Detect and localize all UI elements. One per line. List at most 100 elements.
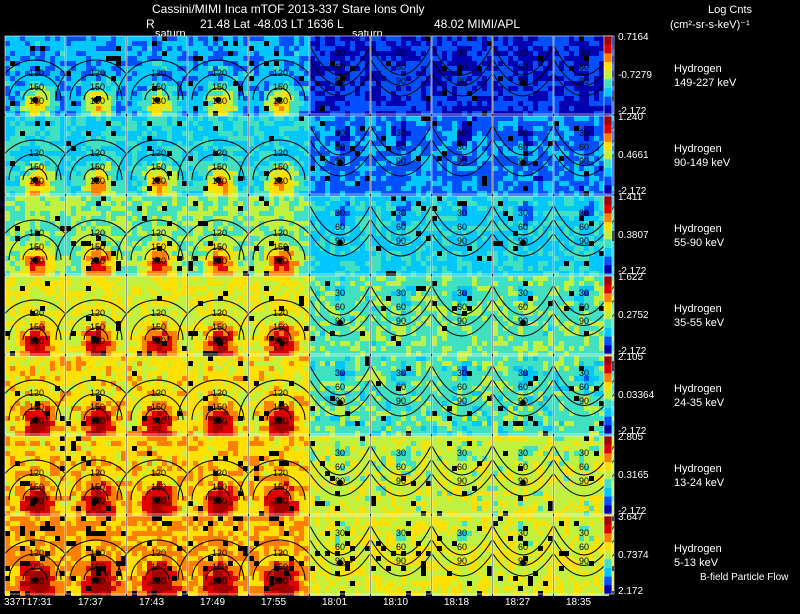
contour-label: 180 [212,96,227,106]
contour-label: 180 [90,496,105,506]
species-label: Hydrogen [674,542,722,556]
contour-label: 150 [212,482,227,492]
contour-label: 180 [151,96,166,106]
contour-label: 90 [335,396,345,406]
contour-label: 60 [396,462,406,472]
contour-label: 90 [396,476,406,486]
contour-label: 150 [29,482,44,492]
energy-label: 35-55 keV [674,316,724,330]
contour-label: 60 [518,542,528,552]
energy-label: 90-149 keV [674,156,730,170]
colorbar-mid-label: 0.3807 [618,230,649,241]
contour-label: 60 [579,542,589,552]
contour-label: 150 [212,82,227,92]
colorbar-mid-label: 0.7374 [618,550,649,561]
contour-label: 30 [518,208,528,218]
contour-label: 60 [518,62,528,72]
contour-label: 150 [212,322,227,332]
contour-label: 30 [396,48,406,58]
contour-label: 90 [579,396,589,406]
energy-label: 149-227 keV [674,76,736,90]
contour-label: 150 [29,162,44,172]
contour-label: 90 [335,316,345,326]
species-label: Hydrogen [674,382,722,396]
contour-label: 30 [457,448,467,458]
contour-label: 150 [273,402,288,412]
contour-label: 60 [579,142,589,152]
contour-label: 120 [29,68,44,78]
contour-label: 30 [518,128,528,138]
colorbar-mid-label: 0.4661 [618,150,649,161]
contour-label: 30 [335,128,345,138]
contour-label: 120 [151,308,166,318]
contour-label: 30 [335,528,345,538]
contour-label: 180 [151,416,166,426]
contour-label: 120 [29,388,44,398]
contour-label: 60 [457,542,467,552]
contour-label: 120 [90,308,105,318]
contour-label: 180 [273,496,288,506]
contour-label: 30 [518,368,528,378]
contour-label: 150 [212,402,227,412]
contour-label: 150 [273,162,288,172]
contour-label: 150 [151,562,166,572]
contour-label: 120 [90,388,105,398]
panel-r0-c2: 180 150 120 [117,36,197,116]
contour-label: 120 [273,228,288,238]
contour-label: 90 [518,316,528,326]
contour-label: 90 [457,316,467,326]
contour-label: 60 [335,62,345,72]
contour-label: 90 [579,156,589,166]
contour-label: 180 [90,96,105,106]
contour-label: 120 [212,148,227,158]
contour-label: 180 [212,576,227,586]
contour-label: 30 [396,448,406,458]
contour-label: 60 [518,222,528,232]
colorbar-max-label: 0.7164 [618,32,649,43]
contour-label: 120 [151,548,166,558]
contour-label: 150 [151,82,166,92]
contour-label: 90 [457,156,467,166]
contour-label: 180 [273,96,288,106]
contour-label: 180 [90,256,105,266]
contour-label: 120 [151,468,166,478]
contour-label: 60 [457,462,467,472]
colorbar-max-label: 3.647 [618,512,643,523]
contour-label: 30 [579,48,589,58]
colorbar-max-label: 1.411 [618,192,642,203]
colorbar-r0 [604,36,612,115]
contour-label: 60 [579,62,589,72]
contour-label: 150 [273,482,288,492]
contour-label: 180 [151,496,166,506]
colorbar-r2 [604,196,612,275]
contour-label: 120 [151,228,166,238]
contour-label: 150 [212,242,227,252]
contour-label: 120 [151,148,166,158]
contour-label: 180 [212,336,227,346]
species-label: Hydrogen [674,302,722,316]
contour-label: 60 [396,142,406,152]
contour-label: 30 [457,528,467,538]
contour-label: 60 [396,302,406,312]
contour-label: 90 [518,556,528,566]
contour-label: 150 [273,562,288,572]
colorbar-r3 [604,276,612,355]
contour-label: 150 [273,242,288,252]
contour-label: 120 [212,68,227,78]
contour-label: 120 [151,68,166,78]
